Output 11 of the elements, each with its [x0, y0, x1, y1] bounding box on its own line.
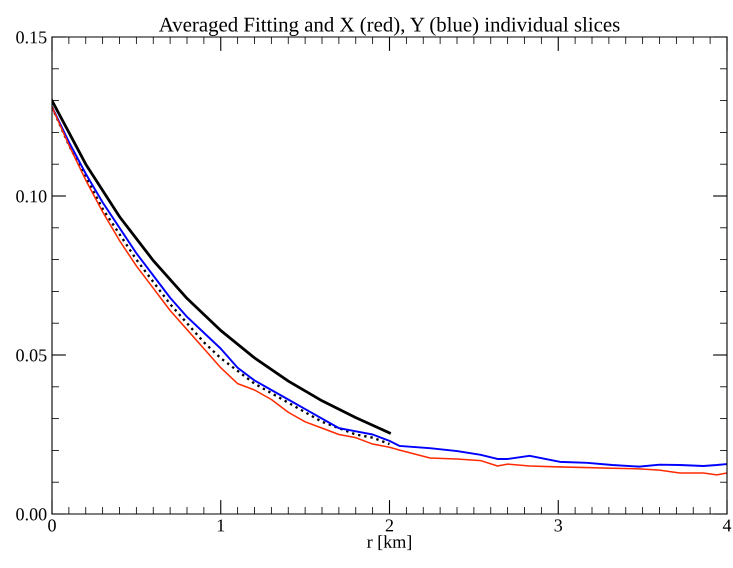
x-tick-label: 4 — [722, 520, 732, 532]
x-tick-label: 2 — [386, 519, 394, 532]
x-tick-label: 1 — [218, 519, 224, 532]
chart-title: Averaged Fitting and X (red), Y (blue) individual slices — [158, 16, 620, 36]
x-tick-label: 3 — [554, 519, 562, 532]
y-tick-label: 0.15 — [16, 31, 46, 44]
x-axis-title: r [km] — [367, 535, 411, 550]
x-tick-label: 0 — [48, 519, 56, 532]
y-tick-label: 0.00 — [16, 508, 46, 521]
y-tick-label: 0.05 — [16, 349, 46, 362]
y-tick-label: 0.10 — [16, 190, 46, 203]
